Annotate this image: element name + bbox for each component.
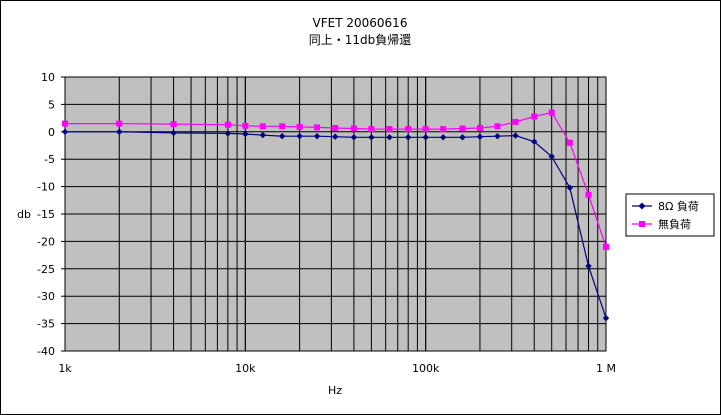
y-tick-label: -25 xyxy=(37,263,55,276)
data-point xyxy=(459,134,466,141)
data-point xyxy=(331,133,339,140)
data-point xyxy=(242,122,249,129)
data-point xyxy=(170,129,177,137)
data-point xyxy=(332,124,339,131)
y-tick-label: -5 xyxy=(44,153,55,166)
data-point xyxy=(224,130,232,137)
data-point xyxy=(242,130,249,138)
chart-subtitle: 同上・11db負帰還 xyxy=(309,33,412,47)
data-point xyxy=(62,120,68,127)
horizontal-gridlines xyxy=(61,76,606,352)
data-point xyxy=(603,243,609,250)
y-tick-label: -30 xyxy=(37,290,55,303)
chart-title: VFET 20060616 xyxy=(313,16,408,30)
x-tick-label: 1k xyxy=(58,362,72,375)
data-point xyxy=(314,124,321,131)
data-point xyxy=(170,121,177,128)
data-point xyxy=(259,123,266,130)
y-tick-label: -10 xyxy=(37,181,55,194)
x-axis-label: Hz xyxy=(328,384,342,397)
data-point xyxy=(566,184,574,191)
data-point xyxy=(224,121,231,128)
data-point xyxy=(61,128,69,135)
data-point xyxy=(476,124,483,131)
data-point xyxy=(404,134,412,141)
data-point xyxy=(313,132,321,140)
y-tick-label: -15 xyxy=(37,208,55,221)
data-point xyxy=(386,126,393,133)
data-point xyxy=(548,109,555,116)
data-point xyxy=(368,126,375,133)
data-point xyxy=(386,134,393,141)
data-point xyxy=(296,132,303,140)
y-tick-label: -35 xyxy=(37,318,55,331)
data-point xyxy=(531,113,538,120)
data-point xyxy=(350,125,357,132)
y-tick-label: 0 xyxy=(48,126,55,139)
data-point xyxy=(368,134,375,141)
legend-label: 無負荷 xyxy=(658,217,691,231)
data-point xyxy=(422,126,429,133)
legend-label: 8Ω 負荷 xyxy=(658,200,699,213)
data-point xyxy=(602,314,610,322)
y-tick-label: -40 xyxy=(37,345,55,358)
data-point xyxy=(259,131,267,139)
series-group xyxy=(61,109,610,322)
data-point xyxy=(494,132,501,140)
data-point xyxy=(585,191,592,198)
data-point xyxy=(440,126,447,133)
data-point xyxy=(585,262,592,270)
data-point xyxy=(116,128,123,135)
data-point xyxy=(296,123,303,130)
legend-marker-square xyxy=(639,221,645,227)
x-tick-label: 10k xyxy=(235,362,256,375)
y-tick-label: 10 xyxy=(41,71,55,84)
data-point xyxy=(531,138,538,145)
x-tick-label: 100k xyxy=(412,362,440,375)
data-point xyxy=(512,132,519,139)
data-point xyxy=(350,134,358,141)
data-point xyxy=(439,134,447,141)
y-axis-label: db xyxy=(17,208,31,221)
data-point xyxy=(422,134,429,141)
data-point xyxy=(279,123,286,130)
x-axis-tick-labels: 1k 10k 100k 1 M xyxy=(58,362,616,375)
x-tick-label: 1 M xyxy=(596,362,616,375)
y-tick-label: -20 xyxy=(37,235,55,248)
data-point xyxy=(494,123,501,130)
data-point xyxy=(278,132,286,140)
data-point xyxy=(548,153,555,160)
data-point xyxy=(512,118,519,125)
y-axis-tick-labels: 10 5 0 -5 -10 -15 -20 -25 -30 -35 -40 xyxy=(37,71,55,358)
data-point xyxy=(459,125,466,132)
data-point xyxy=(476,133,484,140)
data-point xyxy=(405,126,412,133)
legend-marker-diamond xyxy=(638,202,646,210)
legend-box xyxy=(625,193,715,237)
y-tick-label: 5 xyxy=(48,98,55,111)
data-point xyxy=(116,120,123,127)
data-point xyxy=(566,139,573,146)
